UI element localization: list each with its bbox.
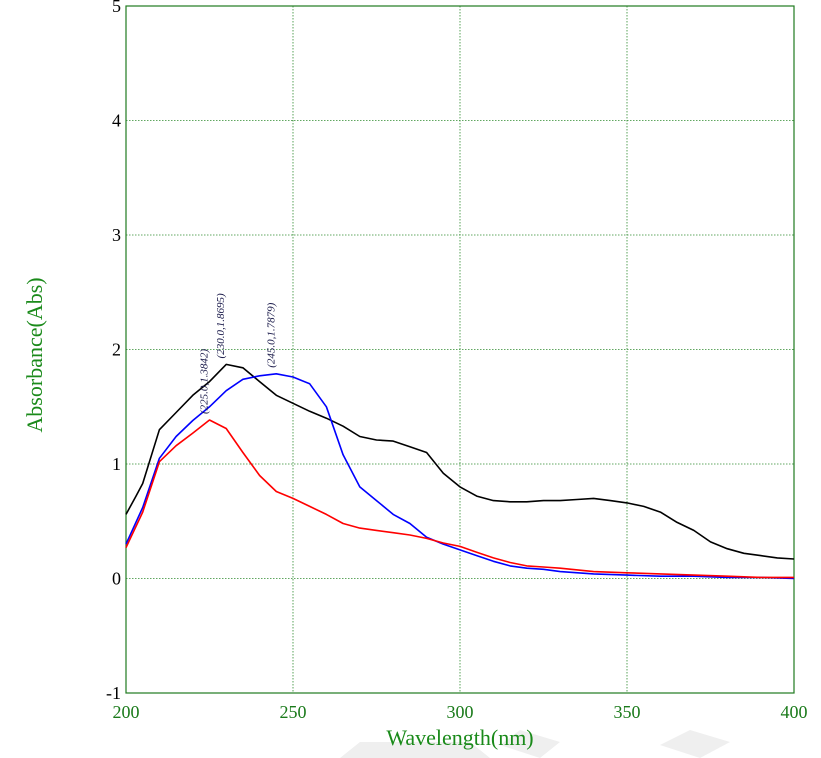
- plot-frame: [125, 5, 795, 694]
- y-tick-label: 2: [112, 340, 121, 360]
- y-tick-label: 4: [112, 111, 121, 131]
- x-tick-label: 250: [280, 702, 307, 722]
- series-lines: [125, 363, 795, 580]
- peak-annotations: (225.0,1.3842) (230.0,1.8695) (245.0,1.787…: [199, 293, 278, 414]
- y-tick-label: 5: [112, 0, 121, 16]
- x-axis-ticks: 200 250 300 350 400: [113, 702, 808, 722]
- y-tick-label: 1: [112, 454, 121, 474]
- series-line-2: [125, 372, 795, 580]
- watermark: [340, 730, 730, 758]
- x-axis-title: Wavelength(nm): [386, 725, 533, 750]
- x-tick-label: 200: [113, 702, 140, 722]
- y-axis-ticks: -1 0 1 2 3 4 5: [106, 0, 121, 703]
- peak-annotation: (225.0,1.3842): [199, 349, 211, 414]
- x-tick-label: 300: [447, 702, 474, 722]
- series-line-3: [125, 419, 794, 579]
- peak-annotation: (245.0,1.7879): [265, 302, 277, 367]
- series-line-1: [125, 363, 795, 560]
- x-tick-label: 350: [614, 702, 641, 722]
- gridlines: [126, 6, 794, 693]
- x-tick-label: 400: [781, 702, 808, 722]
- y-axis-title: Absorbance(Abs): [22, 277, 47, 432]
- y-tick-label: 0: [112, 569, 121, 589]
- y-tick-label: 3: [112, 225, 121, 245]
- peak-annotation: (230.0,1.8695): [215, 293, 227, 358]
- y-tick-label: -1: [106, 683, 121, 703]
